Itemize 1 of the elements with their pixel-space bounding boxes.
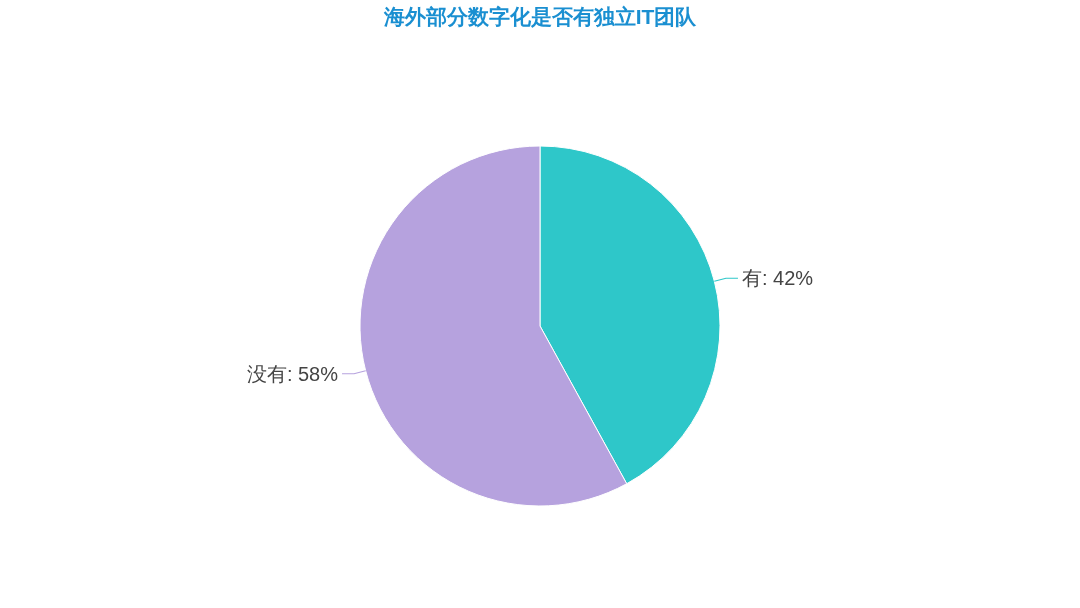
title: 海外部分数字化是否有独立IT团队 <box>383 5 697 28</box>
